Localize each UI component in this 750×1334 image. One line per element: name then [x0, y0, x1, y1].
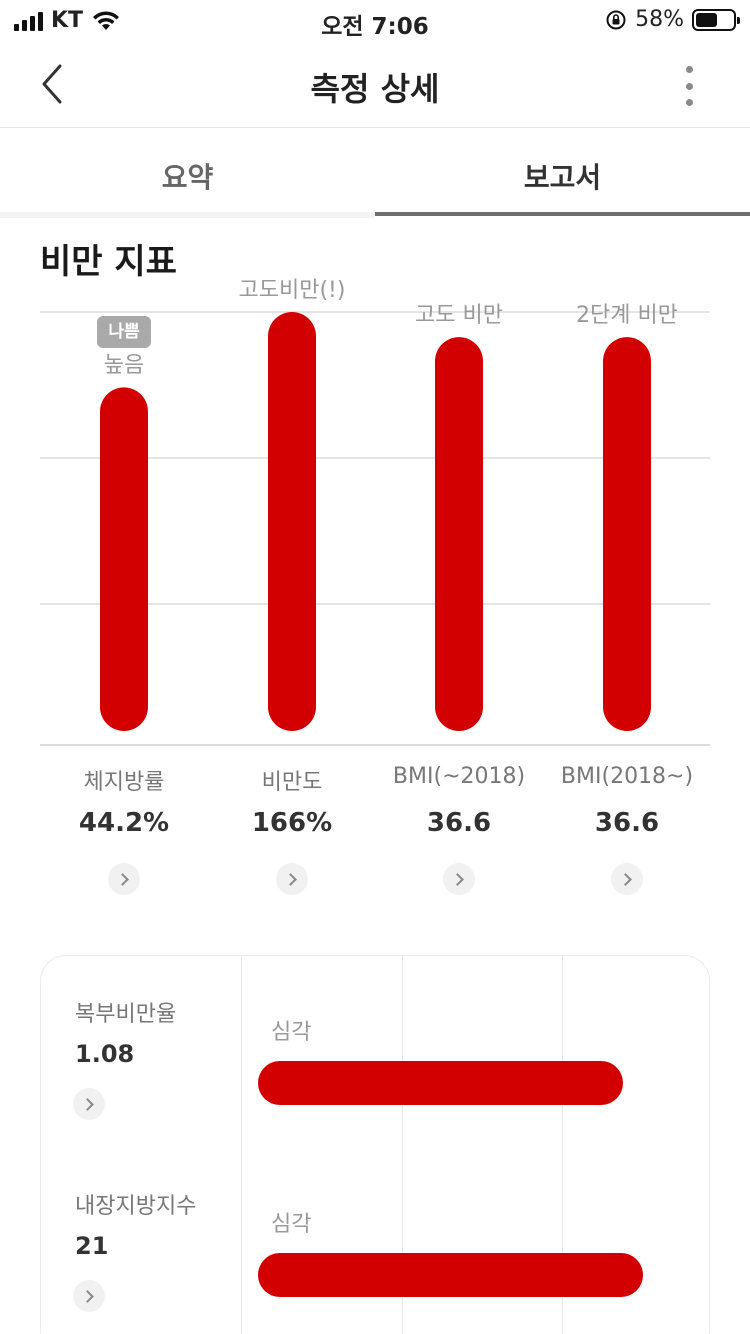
chevron-right-icon — [81, 1289, 94, 1303]
more-vertical-icon-dot — [685, 82, 693, 90]
battery-fill — [696, 12, 717, 27]
status-left: KT — [14, 8, 121, 33]
metric-bar — [100, 387, 148, 731]
chevron-right-icon — [116, 872, 129, 886]
abdominal-obesity-bar — [258, 1061, 624, 1105]
more-vertical-icon-dot — [685, 66, 693, 73]
more-vertical-icon-dot — [685, 99, 693, 106]
chevron-right-icon — [284, 872, 297, 886]
status-time: 오전 7:06 — [321, 14, 429, 40]
bad-badge: 나쁨 — [97, 316, 151, 348]
card-divider — [402, 956, 403, 1334]
obesity-degree-detail-button[interactable] — [276, 863, 308, 895]
card-divider — [241, 956, 242, 1334]
visceral-fat-level-label: 심각 — [271, 1212, 312, 1237]
metric-name-bmi-new: BMI(2018~) — [560, 764, 694, 789]
metric-status-label: 고도 비만 — [415, 303, 503, 329]
battery-icon — [692, 8, 740, 31]
tab-bar: 요약 보고서 — [0, 128, 750, 216]
more-button[interactable] — [682, 66, 696, 106]
chevron-right-icon — [81, 1097, 94, 1111]
back-button[interactable] — [36, 62, 76, 106]
metric-value-body-fat: 44.2% — [78, 808, 170, 838]
abdominal-visceral-card: 복부비만율 1.08 심각 내장지방지수 21 심각 — [40, 955, 710, 1334]
cellular-signal-icon — [14, 11, 43, 31]
metric-value-bmi-new: 36.6 — [594, 808, 660, 838]
visceral-fat-detail-button[interactable] — [73, 1280, 105, 1312]
metric-value-obesity-degree: 166% — [251, 808, 333, 838]
wifi-icon — [93, 10, 120, 30]
tab-report[interactable]: 보고서 — [375, 128, 750, 216]
visceral-fat-bar — [258, 1253, 644, 1297]
tab-shadow — [0, 212, 375, 218]
metric-status-label: 2단계 비만 — [576, 303, 678, 329]
abdominal-obesity-level-label: 심각 — [271, 1020, 312, 1045]
visceral-fat-value: 21 — [75, 1232, 109, 1260]
chevron-right-icon — [619, 872, 632, 886]
abdominal-obesity-detail-button[interactable] — [73, 1088, 105, 1120]
metric-name-body-fat: 체지방률 — [83, 770, 165, 795]
battery-percent: 58% — [635, 7, 684, 32]
orientation-lock-icon — [606, 10, 626, 29]
status-bar: KT 오전 7:06 58% — [0, 0, 750, 40]
metric-status-label: 고도비만(!) — [238, 278, 346, 303]
card-divider — [562, 956, 563, 1334]
bmi-new-detail-button[interactable] — [611, 863, 643, 895]
abdominal-obesity-label: 복부비만율 — [75, 1002, 177, 1027]
metric-bar — [268, 312, 316, 731]
bmi-old-detail-button[interactable] — [443, 863, 475, 895]
status-right: 58% — [605, 7, 740, 32]
visceral-fat-label: 내장지방지수 — [75, 1194, 197, 1219]
nav-header: 측정 상세 — [0, 40, 750, 128]
metric-name-bmi-old: BMI(~2018) — [392, 764, 526, 789]
page-title: 측정 상세 — [310, 70, 440, 108]
abdominal-obesity-value: 1.08 — [75, 1040, 135, 1068]
section-title: 비만 지표 — [40, 242, 177, 282]
body-fat-detail-button[interactable] — [108, 863, 140, 895]
carrier-name: KT — [51, 8, 84, 33]
metric-name-obesity-degree: 비만도 — [261, 770, 323, 795]
metric-bar — [435, 337, 483, 731]
metric-status-label: 높음 — [103, 353, 145, 379]
tab-summary[interactable]: 요약 — [161, 161, 214, 194]
chevron-right-icon — [451, 872, 464, 886]
metric-bar — [603, 337, 651, 731]
chevron-left-icon — [42, 64, 62, 104]
metric-value-bmi-old: 36.6 — [426, 808, 492, 838]
